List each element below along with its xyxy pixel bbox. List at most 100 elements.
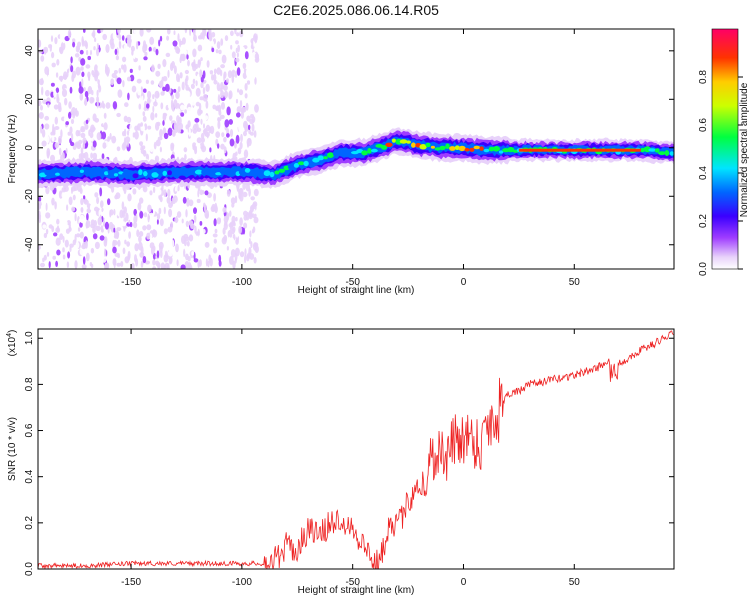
noise-speckle bbox=[140, 122, 144, 127]
noise-speckle bbox=[101, 207, 104, 213]
noise-speckle bbox=[110, 78, 115, 86]
noise-speckle bbox=[155, 48, 159, 56]
snr-series-line bbox=[38, 330, 674, 569]
noise-speckle bbox=[239, 100, 243, 108]
noise-speckle bbox=[142, 225, 147, 231]
noise-speckle bbox=[94, 241, 100, 250]
noise-speckle bbox=[196, 198, 201, 204]
noise-speckle bbox=[92, 226, 96, 234]
noise-speckle bbox=[55, 87, 60, 93]
noise-speckle bbox=[114, 252, 120, 257]
noise-speckle bbox=[62, 254, 66, 260]
noise-speckle bbox=[83, 29, 86, 33]
noise-speckle bbox=[56, 225, 60, 233]
ridge-blob bbox=[411, 142, 416, 148]
noise-speckle bbox=[142, 115, 147, 122]
noise-speckle bbox=[152, 148, 156, 157]
noise-speckle bbox=[147, 204, 152, 213]
noise-speckle bbox=[126, 116, 132, 124]
noise-speckle bbox=[234, 70, 238, 79]
noise-speckle bbox=[155, 70, 161, 77]
noise-speckle bbox=[226, 106, 231, 116]
snr-ytick-label: 0.6 bbox=[24, 423, 35, 437]
noise-speckle bbox=[213, 247, 218, 254]
noise-speckle bbox=[243, 210, 248, 217]
noise-speckle bbox=[69, 126, 73, 134]
ridge-blob bbox=[259, 171, 265, 176]
noise-speckle bbox=[126, 76, 132, 82]
noise-speckle bbox=[238, 89, 244, 96]
noise-speckle bbox=[40, 262, 45, 268]
noise-speckle bbox=[104, 248, 106, 257]
noise-speckle bbox=[84, 151, 89, 160]
noise-speckle bbox=[213, 238, 217, 244]
noise-speckle bbox=[127, 38, 130, 47]
ridge-blob bbox=[132, 173, 139, 179]
ridge-blob bbox=[308, 160, 314, 164]
noise-speckle bbox=[120, 261, 124, 267]
noise-speckle bbox=[122, 29, 125, 37]
noise-speckle bbox=[121, 221, 127, 227]
noise-speckle bbox=[236, 112, 241, 118]
ridge-blob bbox=[180, 170, 188, 176]
noise-speckle bbox=[118, 67, 122, 74]
noise-speckle bbox=[56, 96, 60, 104]
noise-speckle bbox=[188, 220, 194, 226]
noise-speckle bbox=[155, 122, 160, 131]
snr-scale-label: (x104) bbox=[6, 330, 18, 357]
noise-speckle bbox=[182, 65, 187, 70]
noise-speckle bbox=[229, 210, 232, 217]
noise-speckle bbox=[47, 74, 51, 83]
noise-speckle bbox=[145, 79, 149, 85]
ridge-blob bbox=[336, 149, 344, 155]
noise-speckle bbox=[42, 224, 47, 229]
noise-speckle bbox=[90, 137, 94, 142]
noise-speckle bbox=[55, 260, 58, 267]
noise-speckle bbox=[239, 241, 244, 248]
noise-speckle bbox=[160, 102, 164, 110]
noise-speckle bbox=[222, 207, 227, 213]
svg-text:(x104): (x104) bbox=[6, 330, 18, 357]
noise-speckle bbox=[186, 240, 190, 247]
noise-speckle bbox=[208, 30, 213, 40]
noise-speckle bbox=[176, 211, 182, 218]
noise-speckle bbox=[65, 228, 70, 234]
noise-speckle bbox=[200, 82, 204, 89]
noise-speckle bbox=[56, 218, 60, 225]
colorbar-ticks: 0.0 0.2 0.4 0.6 0.8 bbox=[698, 70, 743, 276]
noise-speckle bbox=[102, 220, 106, 227]
noise-speckle bbox=[185, 220, 189, 227]
spectrogram-frame bbox=[37, 28, 675, 270]
noise-speckle bbox=[172, 131, 176, 137]
noise-speckle bbox=[116, 77, 122, 85]
noise-speckle bbox=[204, 241, 210, 248]
ridge-blob bbox=[312, 157, 320, 163]
noise-speckle bbox=[199, 189, 204, 196]
noise-speckle bbox=[44, 66, 50, 75]
noise-speckle bbox=[133, 29, 137, 34]
noise-speckle bbox=[144, 45, 148, 51]
noise-speckle bbox=[147, 125, 152, 130]
noise-speckle bbox=[152, 229, 158, 238]
noise-speckle bbox=[38, 245, 41, 250]
ridge-blob bbox=[167, 170, 173, 176]
noise-speckle bbox=[163, 228, 168, 235]
noise-speckle bbox=[58, 212, 64, 217]
noise-speckle bbox=[132, 188, 137, 195]
ridge-blob bbox=[93, 169, 100, 174]
noise-speckle bbox=[40, 125, 43, 134]
noise-speckle bbox=[170, 82, 176, 90]
noise-speckle bbox=[234, 29, 237, 35]
noise-speckle bbox=[113, 259, 116, 269]
noise-speckle bbox=[192, 145, 197, 151]
noise-speckle bbox=[159, 146, 162, 153]
noise-speckle bbox=[82, 137, 87, 144]
noise-speckle bbox=[250, 104, 255, 110]
noise-speckle bbox=[121, 201, 125, 210]
noise-speckle bbox=[220, 90, 225, 99]
ridge-blob bbox=[399, 139, 408, 144]
noise-speckle bbox=[251, 213, 257, 219]
noise-speckle bbox=[44, 115, 50, 121]
noise-speckle bbox=[217, 117, 222, 122]
